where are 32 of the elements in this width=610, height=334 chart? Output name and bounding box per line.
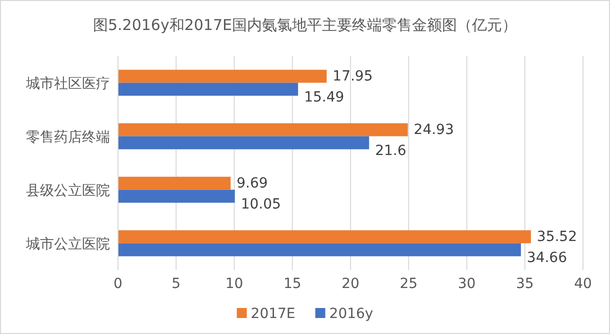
legend-label: 2016y	[329, 306, 374, 322]
bar	[118, 190, 235, 203]
bar	[118, 176, 231, 190]
x-tick-label: 35	[516, 276, 534, 292]
bar	[118, 70, 327, 83]
x-tick-label: 0	[114, 276, 122, 292]
chart-title: 图5.2016y和2017E国内氨氯地平主要终端零售金额图（亿元）	[92, 16, 518, 34]
bar	[118, 123, 408, 136]
data-label: 35.52	[536, 228, 578, 245]
y-tick-label: 城市社区医疗	[25, 76, 110, 92]
bar	[118, 136, 370, 150]
data-label: 15.49	[304, 89, 344, 106]
x-tick-label: 25	[400, 276, 418, 292]
data-label: 34.66	[526, 250, 568, 266]
x-tick-label: 10	[225, 276, 244, 292]
bar	[118, 230, 531, 244]
data-label: 17.95	[332, 68, 373, 84]
bar	[118, 82, 298, 96]
x-tick-label: 15	[283, 276, 302, 292]
data-label: 24.93	[414, 122, 454, 138]
legend-label: 2017E	[250, 306, 296, 322]
x-tick-label: 40	[574, 276, 592, 292]
y-tick-label: 城市公立医院	[25, 236, 110, 252]
y-tick-label: 零售药店终端	[26, 129, 110, 146]
data-label: 21.6	[375, 142, 406, 159]
data-label: 9.69	[236, 175, 268, 192]
y-tick-label: 县级公立医院	[26, 182, 110, 199]
x-tick-label: 5	[172, 276, 181, 292]
bar	[118, 243, 521, 256]
x-tick-label: 30	[458, 276, 476, 292]
x-tick-label: 20	[342, 276, 360, 292]
data-label: 10.05	[240, 196, 281, 212]
